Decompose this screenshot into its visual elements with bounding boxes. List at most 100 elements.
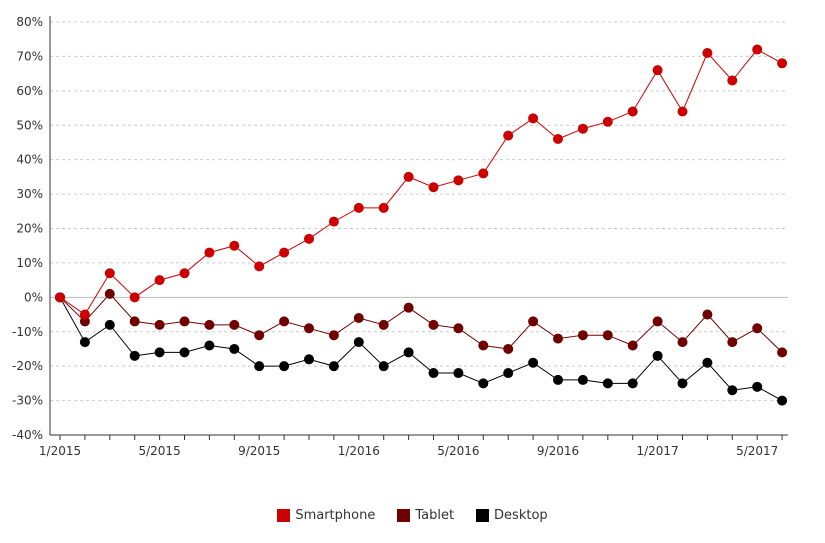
data-point — [727, 75, 738, 86]
data-point — [229, 319, 240, 330]
series-line — [59, 48, 783, 316]
legend-label: Tablet — [415, 508, 455, 523]
x-tick-label: 9/2016 — [537, 444, 579, 458]
data-point — [353, 337, 364, 348]
data-point — [652, 350, 663, 361]
data-point — [727, 337, 738, 348]
data-point — [378, 202, 389, 213]
data-point — [403, 347, 414, 358]
x-tick-label: 1/2017 — [636, 444, 678, 458]
data-point — [702, 47, 713, 58]
x-tick-label: 1/2016 — [338, 444, 380, 458]
series-group — [55, 44, 788, 406]
y-tick-label: -10% — [12, 325, 43, 339]
y-tick-label: 60% — [16, 84, 43, 98]
data-point — [478, 168, 489, 179]
data-point — [478, 378, 489, 389]
data-point — [428, 319, 439, 330]
data-point — [503, 343, 514, 354]
data-point — [528, 316, 539, 327]
data-point — [104, 319, 115, 330]
data-point — [304, 233, 314, 244]
legend-item[interactable]: Desktop — [476, 508, 548, 523]
data-point — [652, 316, 663, 327]
series-line — [59, 293, 783, 353]
data-point — [129, 292, 140, 303]
data-point — [328, 361, 339, 372]
y-tick-label: 70% — [16, 49, 43, 63]
data-point — [129, 350, 140, 361]
data-point — [553, 374, 563, 385]
series-line — [59, 297, 783, 402]
data-point — [328, 330, 339, 341]
data-point — [503, 130, 514, 141]
data-point — [179, 268, 190, 279]
data-point — [702, 357, 713, 368]
legend-swatch — [397, 509, 411, 522]
data-point — [279, 316, 290, 327]
data-point — [204, 319, 215, 330]
axes: 80% 70% 60% 50% 40% 30% 20% 10% 0% -10% -20% -30% -4… — [12, 15, 788, 458]
data-point — [353, 202, 364, 213]
data-point — [254, 330, 265, 341]
x-tick-label: 9/2015 — [238, 444, 280, 458]
legend-item[interactable]: Tablet — [397, 508, 454, 523]
data-point — [304, 354, 314, 365]
data-point — [254, 361, 265, 372]
data-point — [627, 106, 638, 117]
data-point — [602, 330, 613, 341]
data-point — [652, 65, 663, 76]
data-point — [553, 333, 563, 344]
data-point — [154, 275, 165, 286]
data-point — [279, 361, 290, 372]
data-point — [129, 316, 140, 327]
data-point — [677, 106, 688, 117]
x-tick-label: 5/2017 — [736, 444, 778, 458]
data-point — [328, 216, 339, 227]
data-point — [702, 309, 713, 320]
data-point — [79, 309, 90, 320]
data-point — [777, 58, 788, 69]
data-point — [154, 319, 165, 330]
data-point — [453, 175, 464, 186]
data-point — [403, 171, 414, 182]
data-point — [577, 330, 588, 341]
y-tick-label: 30% — [16, 187, 43, 201]
grid-lines — [50, 21, 788, 402]
legend-label: Desktop — [494, 508, 548, 523]
legend: Smartphone Tablet Desktop — [0, 508, 825, 523]
data-point — [428, 368, 439, 379]
data-point — [602, 378, 613, 389]
data-point — [503, 368, 514, 379]
data-point — [453, 323, 464, 334]
data-point — [777, 395, 788, 406]
data-point — [478, 340, 489, 351]
data-point — [528, 357, 539, 368]
data-point — [627, 378, 638, 389]
data-point — [55, 292, 65, 303]
data-point — [577, 123, 588, 134]
data-point — [378, 319, 389, 330]
data-point — [577, 374, 588, 385]
y-tick-label: 10% — [16, 256, 43, 270]
data-point — [229, 240, 240, 251]
data-point — [104, 268, 115, 279]
data-point — [254, 261, 265, 272]
x-tick-label: 5/2015 — [138, 444, 180, 458]
data-point — [179, 347, 190, 358]
data-point — [627, 340, 638, 351]
data-point — [602, 116, 613, 127]
data-point — [229, 343, 240, 354]
data-point — [752, 44, 763, 55]
y-tick-label: 0% — [24, 290, 43, 304]
y-tick-label: 40% — [16, 153, 43, 167]
data-point — [353, 312, 364, 323]
data-point — [79, 316, 90, 327]
legend-swatch — [277, 509, 291, 522]
data-point — [777, 347, 788, 358]
data-point — [304, 323, 314, 334]
x-tick-label: 5/2016 — [437, 444, 479, 458]
data-point — [279, 247, 290, 258]
data-point — [79, 337, 90, 348]
legend-item[interactable]: Smartphone — [277, 508, 375, 523]
